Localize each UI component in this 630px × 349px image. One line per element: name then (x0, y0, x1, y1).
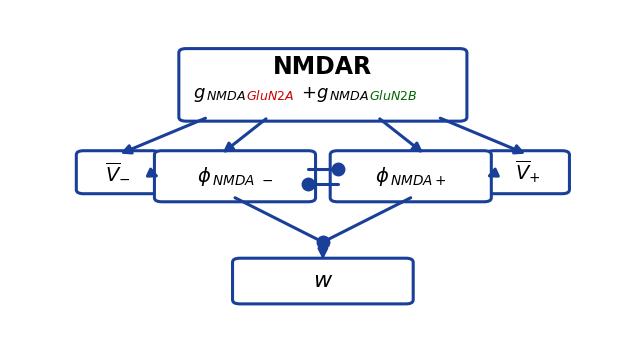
Text: $_{\mathit{GluN2B}}$: $_{\mathit{GluN2B}}$ (369, 85, 418, 103)
FancyBboxPatch shape (486, 151, 570, 194)
Text: $_{\mathit{NMDA}}$: $_{\mathit{NMDA}}$ (206, 85, 246, 103)
Text: $_{\mathit{GluN2A}}$: $_{\mathit{GluN2A}}$ (246, 85, 295, 103)
Text: $_{\mathit{NMDA}}$: $_{\mathit{NMDA}}$ (329, 85, 369, 103)
FancyBboxPatch shape (179, 49, 467, 121)
FancyBboxPatch shape (232, 258, 413, 304)
Text: $\phi_{\,\mathit{NMDA}+}$: $\phi_{\,\mathit{NMDA}+}$ (375, 165, 447, 188)
Text: $\mathit{g}$: $\mathit{g}$ (316, 86, 329, 104)
Text: $\phi_{\,\mathit{NMDA}\ -}$: $\phi_{\,\mathit{NMDA}\ -}$ (197, 165, 273, 188)
FancyBboxPatch shape (76, 151, 159, 194)
Text: $\mathit{g}$: $\mathit{g}$ (193, 86, 206, 104)
Text: $\overline{V}_{+}$: $\overline{V}_{+}$ (515, 159, 541, 185)
FancyBboxPatch shape (154, 151, 316, 202)
Text: $\mathit{w}$: $\mathit{w}$ (312, 271, 333, 291)
FancyBboxPatch shape (330, 151, 491, 202)
Text: $\,+\,$: $\,+\,$ (295, 84, 316, 102)
Text: NMDAR: NMDAR (273, 55, 372, 79)
Text: $\overline{V}_{-}$: $\overline{V}_{-}$ (105, 162, 130, 183)
